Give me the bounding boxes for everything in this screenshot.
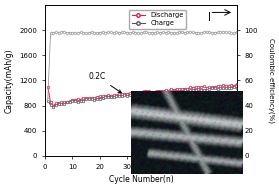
Charge [46, 99, 49, 102]
Legend: Discharge, Charge: Discharge, Charge [129, 10, 186, 29]
Line: Discharge: Discharge [47, 83, 238, 107]
Discharge [52, 105, 55, 107]
Discharge [210, 86, 214, 88]
Discharge [153, 91, 156, 93]
Discharge [106, 94, 110, 97]
X-axis label: Cycle Number(n): Cycle Number(n) [109, 175, 173, 184]
Charge [73, 100, 77, 102]
Charge [106, 96, 110, 98]
Line: Charge: Charge [47, 86, 238, 109]
Charge [93, 98, 96, 101]
Charge [128, 94, 132, 96]
Y-axis label: Coulombic efficiency(%): Coulombic efficiency(%) [268, 38, 274, 123]
Charge [232, 86, 236, 88]
Discharge [235, 83, 239, 85]
Y-axis label: Capacity(mAh/g): Capacity(mAh/g) [5, 48, 14, 113]
Discharge [208, 86, 211, 88]
Charge [210, 87, 214, 90]
Text: 0.2C: 0.2C [89, 72, 121, 93]
Charge [52, 106, 55, 109]
Discharge [46, 86, 49, 88]
Charge [153, 92, 156, 95]
Charge [235, 86, 239, 89]
Discharge [73, 98, 77, 101]
Discharge [93, 96, 96, 99]
